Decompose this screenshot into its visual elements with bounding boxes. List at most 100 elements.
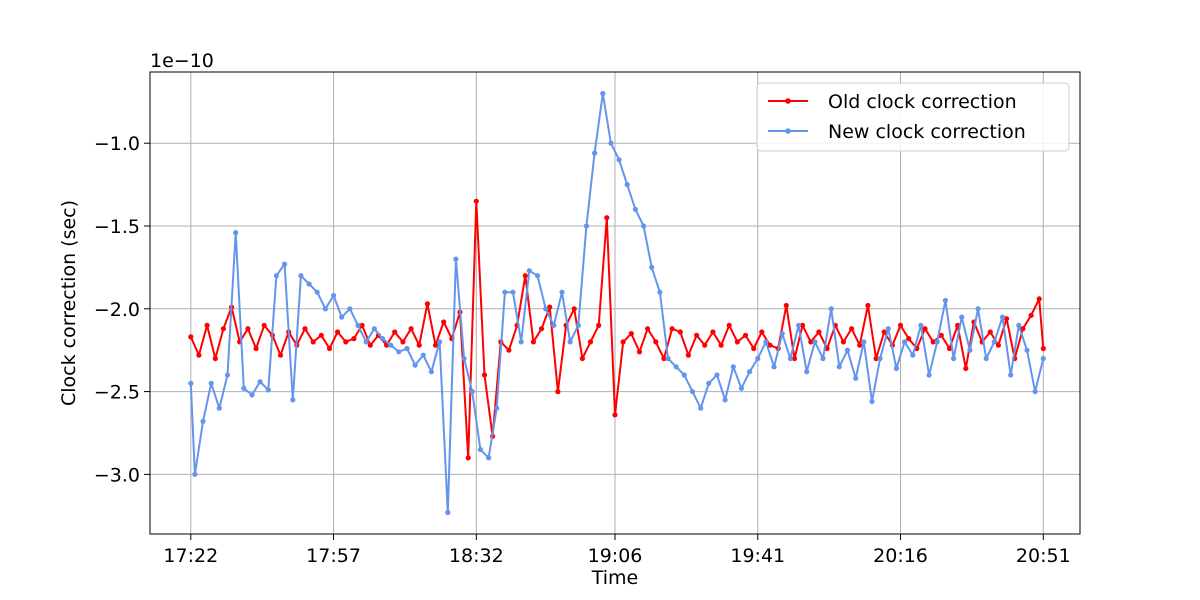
y-tick-label: −3.0 [94, 464, 140, 486]
data-point-new [902, 339, 908, 345]
data-point-old [302, 326, 308, 332]
data-point-new [379, 336, 386, 342]
data-point-new [388, 342, 394, 348]
data-point-new [779, 331, 785, 337]
data-point-new [331, 292, 337, 299]
data-point-new [991, 339, 997, 345]
x-axis-label: Time [591, 567, 639, 589]
data-point-new [959, 314, 965, 320]
data-point-new [445, 509, 451, 516]
data-point-new [355, 322, 361, 328]
data-point-new [747, 369, 753, 375]
data-point-new [812, 339, 818, 345]
data-point-new [534, 273, 541, 279]
data-point-old [791, 355, 798, 362]
data-point-old [620, 339, 626, 345]
data-point-new [583, 223, 590, 229]
data-point-new [461, 355, 467, 362]
data-point-old [310, 339, 316, 345]
data-point-old [400, 339, 406, 345]
data-point-new [216, 405, 222, 411]
legend-label-new: New clock correction [828, 121, 1026, 143]
data-point-old [767, 342, 773, 348]
y-tick-label: −1.0 [94, 133, 140, 155]
data-point-new [926, 372, 932, 378]
data-point-new [828, 306, 834, 312]
data-point-old [579, 355, 586, 362]
data-point-old [408, 326, 414, 332]
data-point-new [942, 297, 949, 304]
data-point-old [604, 215, 610, 221]
data-point-new [632, 206, 639, 212]
data-point-old [261, 322, 267, 328]
data-point-new [722, 397, 728, 403]
data-point-new [420, 352, 426, 358]
data-point-new [200, 418, 206, 424]
x-tick-label: 19:41 [730, 545, 785, 567]
data-point-new [804, 369, 810, 375]
data-point-new [1040, 355, 1046, 362]
data-point-old [669, 326, 675, 332]
data-point-new [763, 339, 769, 345]
data-point-new [820, 355, 826, 362]
x-tick-label: 17:57 [306, 545, 361, 567]
data-point-new [494, 405, 500, 411]
data-point-old [596, 322, 602, 328]
data-point-old [718, 342, 724, 348]
data-point-new [641, 223, 647, 229]
legend-label-old: Old clock correction [828, 91, 1017, 113]
data-point-new [673, 364, 679, 370]
data-point-new [363, 339, 369, 345]
data-point-old [612, 412, 618, 418]
data-point-old [938, 332, 944, 338]
series-old-clock-correction [188, 198, 1046, 461]
x-tick-label: 17:22 [163, 545, 218, 567]
data-point-old [628, 331, 634, 337]
data-point-old [367, 342, 373, 348]
data-point-old [465, 455, 471, 461]
data-point-old [1040, 345, 1046, 352]
data-point-old [253, 345, 259, 352]
data-point-new [208, 380, 214, 386]
data-point-old [995, 342, 1002, 348]
data-point-old [522, 273, 528, 279]
data-point-old [1036, 296, 1042, 302]
data-point-new [559, 289, 565, 295]
data-point-old [506, 347, 512, 353]
data-point-new [486, 455, 492, 461]
data-point-new [983, 355, 989, 362]
data-point-new [738, 385, 745, 391]
data-point-old [963, 365, 969, 371]
data-point-old [857, 342, 863, 348]
data-point-old [694, 332, 700, 338]
data-point-new [257, 379, 263, 385]
data-point-new [526, 268, 532, 274]
data-point-old [245, 326, 251, 332]
legend-marker-new [785, 128, 791, 134]
data-point-old [1028, 312, 1034, 318]
data-point-new [322, 306, 328, 312]
data-point-new [796, 322, 802, 328]
data-point-old [685, 352, 692, 358]
data-point-old [204, 322, 210, 328]
data-point-new [1024, 347, 1030, 353]
data-point-old [318, 332, 324, 338]
data-point-new [224, 372, 231, 378]
data-point-old [188, 334, 194, 340]
data-point-new [347, 306, 353, 312]
data-point-new [657, 289, 663, 295]
data-point-new [567, 339, 573, 345]
data-point-old [530, 339, 537, 345]
data-point-old [432, 342, 439, 348]
data-point-old [1020, 326, 1026, 332]
data-point-old [351, 336, 357, 342]
data-point-new [265, 387, 271, 393]
data-point-new [600, 90, 606, 97]
data-point-new [681, 372, 687, 378]
data-point-new [437, 339, 443, 345]
data-point-old [930, 339, 936, 345]
data-point-old [881, 329, 887, 335]
series-line-new [189, 92, 1045, 514]
data-point-old [277, 352, 284, 358]
data-point-new [396, 349, 402, 355]
